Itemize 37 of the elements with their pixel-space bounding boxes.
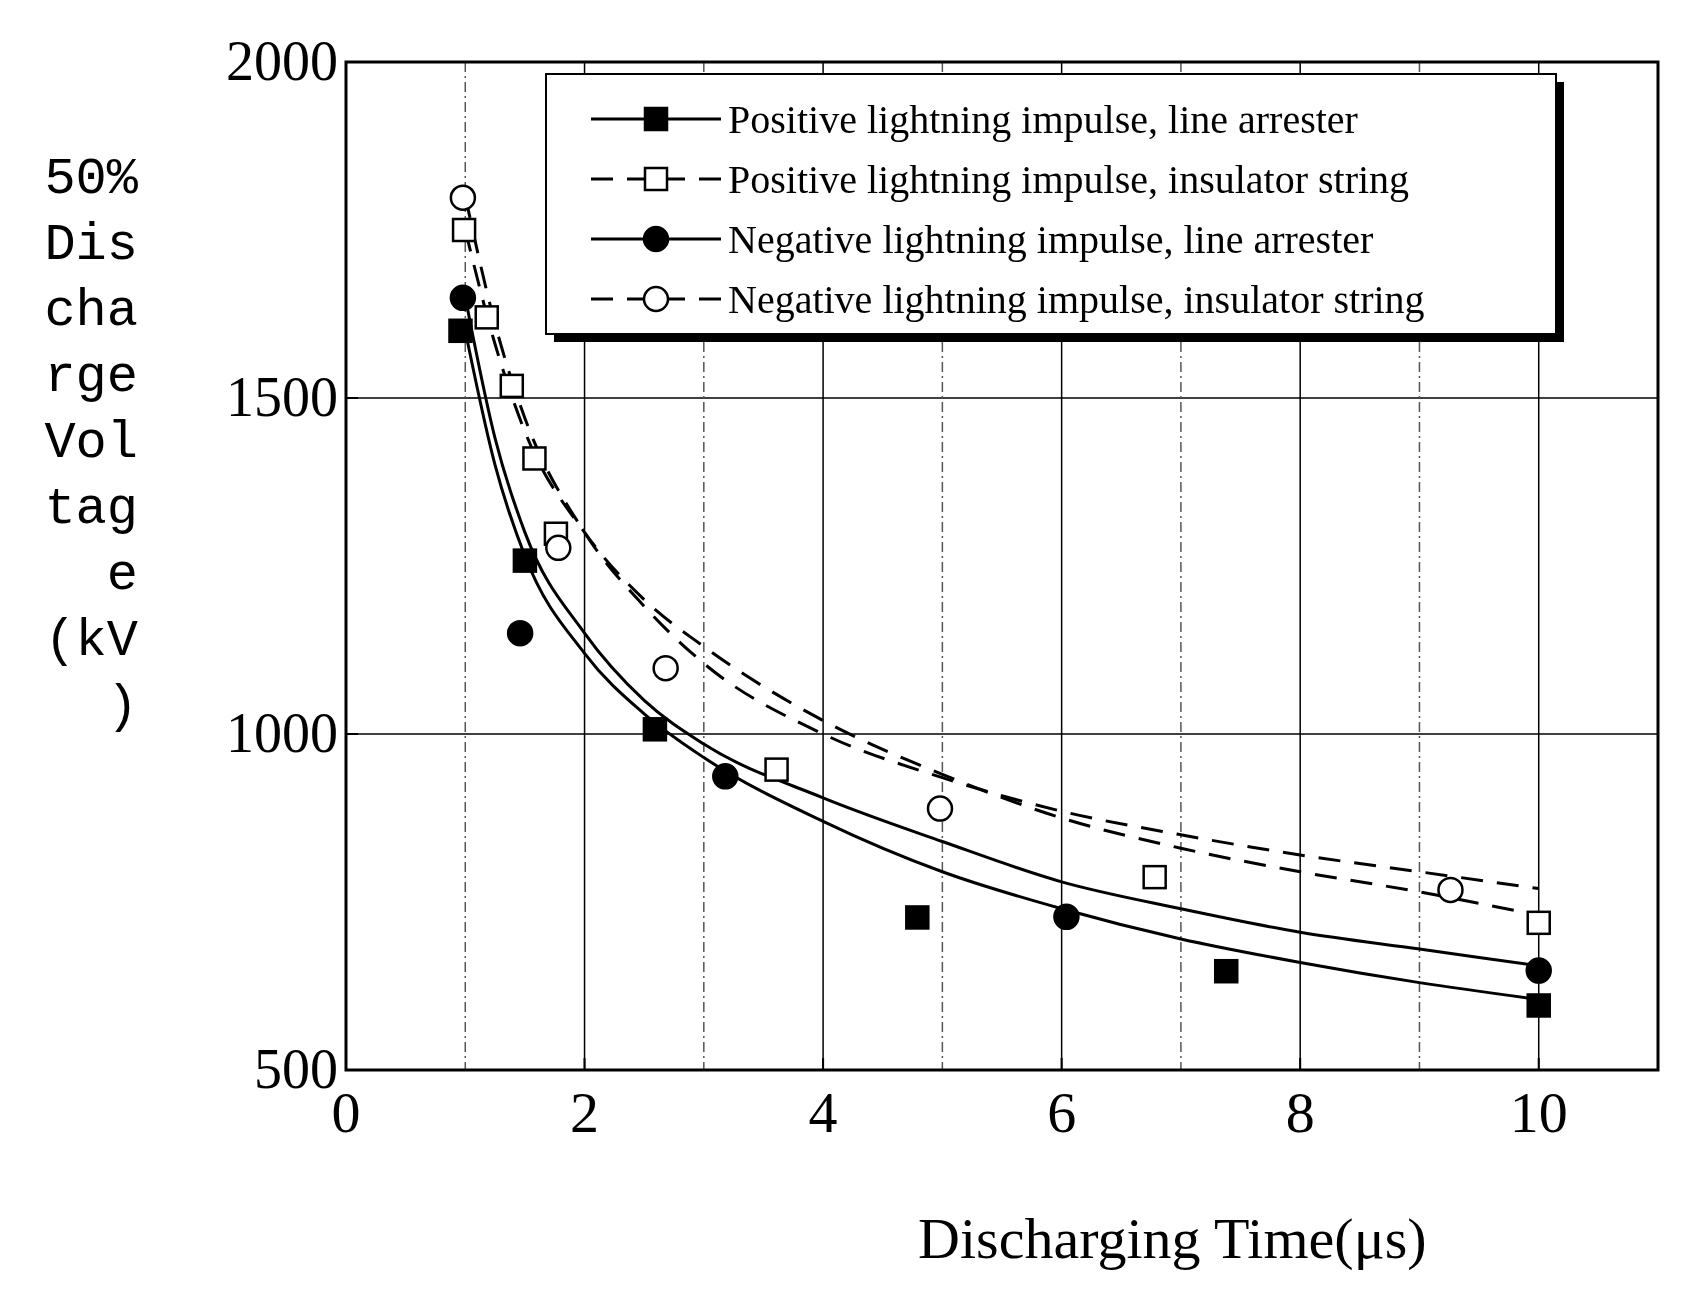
point (1213, 958, 1239, 984)
point (474, 305, 499, 330)
point (449, 284, 477, 312)
point (522, 446, 547, 471)
point (712, 763, 739, 790)
point (764, 757, 789, 782)
point (1525, 957, 1552, 984)
point (499, 373, 525, 399)
x-axis-title: Discharging Time(μs) (918, 1206, 1427, 1271)
x-tick-label: 4 (808, 1080, 838, 1145)
y-tick-label: 1500 (226, 366, 338, 428)
legend-label: Positive lightning impulse, insulator string (728, 157, 1410, 202)
point (506, 619, 534, 647)
point (1142, 864, 1167, 890)
legend-label: Negative lightning impulse, line arrester (728, 217, 1374, 262)
point (642, 717, 668, 742)
point (652, 654, 679, 682)
point (448, 318, 473, 344)
point (1526, 910, 1551, 936)
legend-label: Negative lightning impulse, insulator string (728, 277, 1425, 322)
y-tick-label: 2000 (226, 30, 338, 92)
point (512, 548, 538, 573)
legend-label: Positive lightning impulse, line arrester (728, 97, 1358, 142)
x-tick-label: 6 (1047, 1080, 1077, 1145)
point (926, 795, 954, 822)
y-tick-label: 1000 (226, 702, 338, 764)
x-tick-label: 8 (1285, 1080, 1315, 1145)
x-tick-label: 10 (1509, 1080, 1568, 1145)
point (1526, 993, 1551, 1018)
x-tick-label: 2 (570, 1080, 600, 1145)
point (905, 905, 930, 930)
point (1053, 903, 1080, 931)
point (449, 184, 477, 211)
point (451, 217, 477, 243)
point (545, 534, 572, 562)
point (1437, 876, 1464, 904)
text: 50% Discharge Voltage (kV) (44, 150, 138, 737)
